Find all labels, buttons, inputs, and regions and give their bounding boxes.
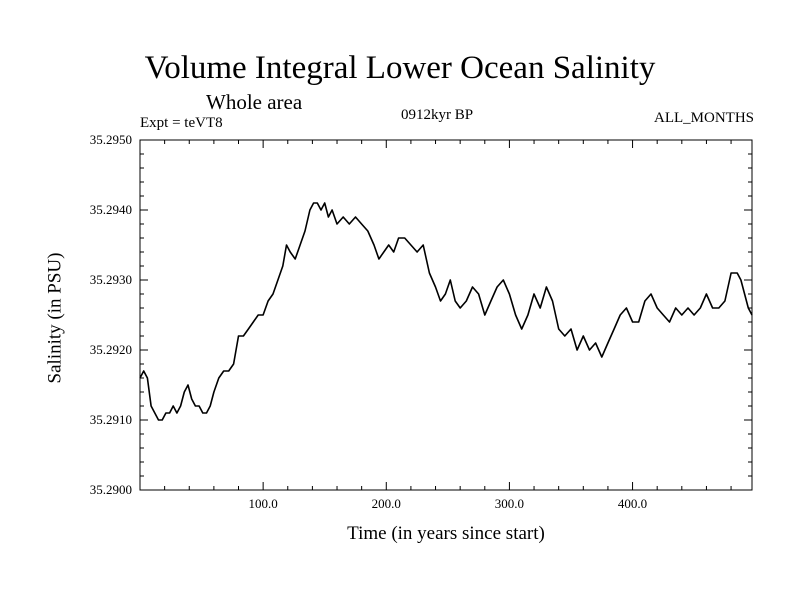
y-tick-label: 35.2930 — [90, 272, 132, 287]
months-label: ALL_MONTHS — [654, 110, 754, 126]
x-tick-label: 200.0 — [372, 496, 401, 511]
x-tick-label: 300.0 — [495, 496, 524, 511]
x-axis-label: Time (in years since start) — [347, 523, 545, 544]
chart-title: Volume Integral Lower Ocean Salinity — [144, 50, 656, 86]
y-tick-label: 35.2940 — [90, 202, 132, 217]
plot-frame — [139, 139, 753, 491]
axis-tick-labels: 100.0 200.0 300.0 400.0 35.2900 35.2910 35.292… — [90, 132, 647, 511]
y-tick-label: 35.2950 — [90, 132, 132, 147]
period-label: 0912kyr BP — [401, 107, 474, 123]
chart-subtitle: Whole area — [206, 90, 303, 114]
x-tick-label: 400.0 — [618, 496, 647, 511]
y-tick-label: 35.2900 — [90, 482, 132, 497]
experiment-label: Expt = teVT8 — [140, 115, 223, 131]
axis-ticks — [140, 140, 752, 490]
salinity-series-line — [139, 202, 753, 421]
y-tick-label: 35.2910 — [90, 412, 132, 427]
y-tick-label: 35.2920 — [90, 342, 132, 357]
x-tick-label: 100.0 — [249, 496, 278, 511]
